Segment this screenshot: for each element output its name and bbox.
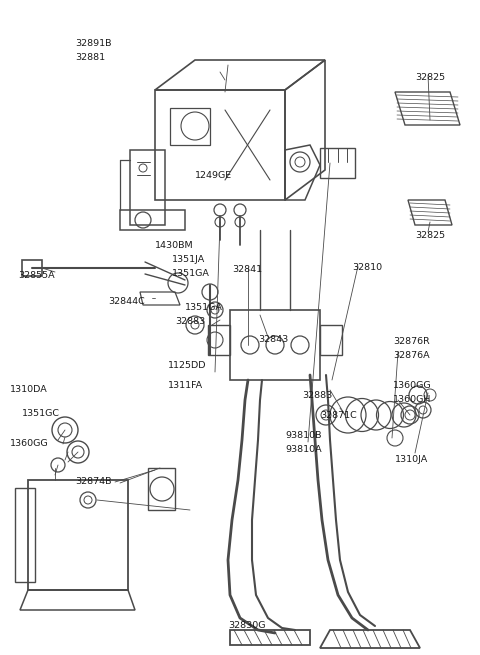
Text: 1249GE: 1249GE	[195, 172, 232, 181]
Text: 32844C: 32844C	[108, 297, 145, 307]
Text: 32825: 32825	[415, 73, 445, 83]
Text: 1351GA: 1351GA	[172, 269, 210, 278]
Text: 1351JA: 1351JA	[172, 255, 205, 265]
Text: 32843: 32843	[258, 335, 288, 345]
Text: 93810A: 93810A	[285, 445, 322, 455]
Text: 32841: 32841	[232, 265, 262, 274]
Text: 32855A: 32855A	[18, 272, 55, 280]
Text: 32876R: 32876R	[393, 337, 430, 345]
Text: 32825: 32825	[415, 231, 445, 240]
Text: 1125DD: 1125DD	[168, 360, 206, 369]
Text: 1310JA: 1310JA	[395, 455, 428, 464]
Text: 32871C: 32871C	[320, 411, 357, 419]
Text: 32830G: 32830G	[228, 622, 265, 631]
Text: 1311FA: 1311FA	[168, 381, 203, 390]
Text: 1360GH: 1360GH	[393, 396, 432, 405]
Text: 1430BM: 1430BM	[155, 240, 193, 250]
Text: 32874B: 32874B	[75, 477, 111, 487]
Text: 32881: 32881	[75, 54, 105, 62]
Text: 32876A: 32876A	[393, 352, 430, 360]
Text: 1360GG: 1360GG	[10, 440, 48, 449]
Text: 1360GG: 1360GG	[393, 381, 432, 390]
Text: 93810B: 93810B	[285, 430, 322, 440]
Text: 32891B: 32891B	[75, 39, 111, 48]
Text: 1351GC: 1351GC	[22, 409, 60, 419]
Text: 1351GA: 1351GA	[185, 303, 223, 312]
Text: 32883: 32883	[302, 390, 332, 400]
Text: 1310DA: 1310DA	[10, 386, 48, 394]
Text: 32810: 32810	[352, 263, 382, 272]
Text: 32883: 32883	[175, 318, 205, 326]
